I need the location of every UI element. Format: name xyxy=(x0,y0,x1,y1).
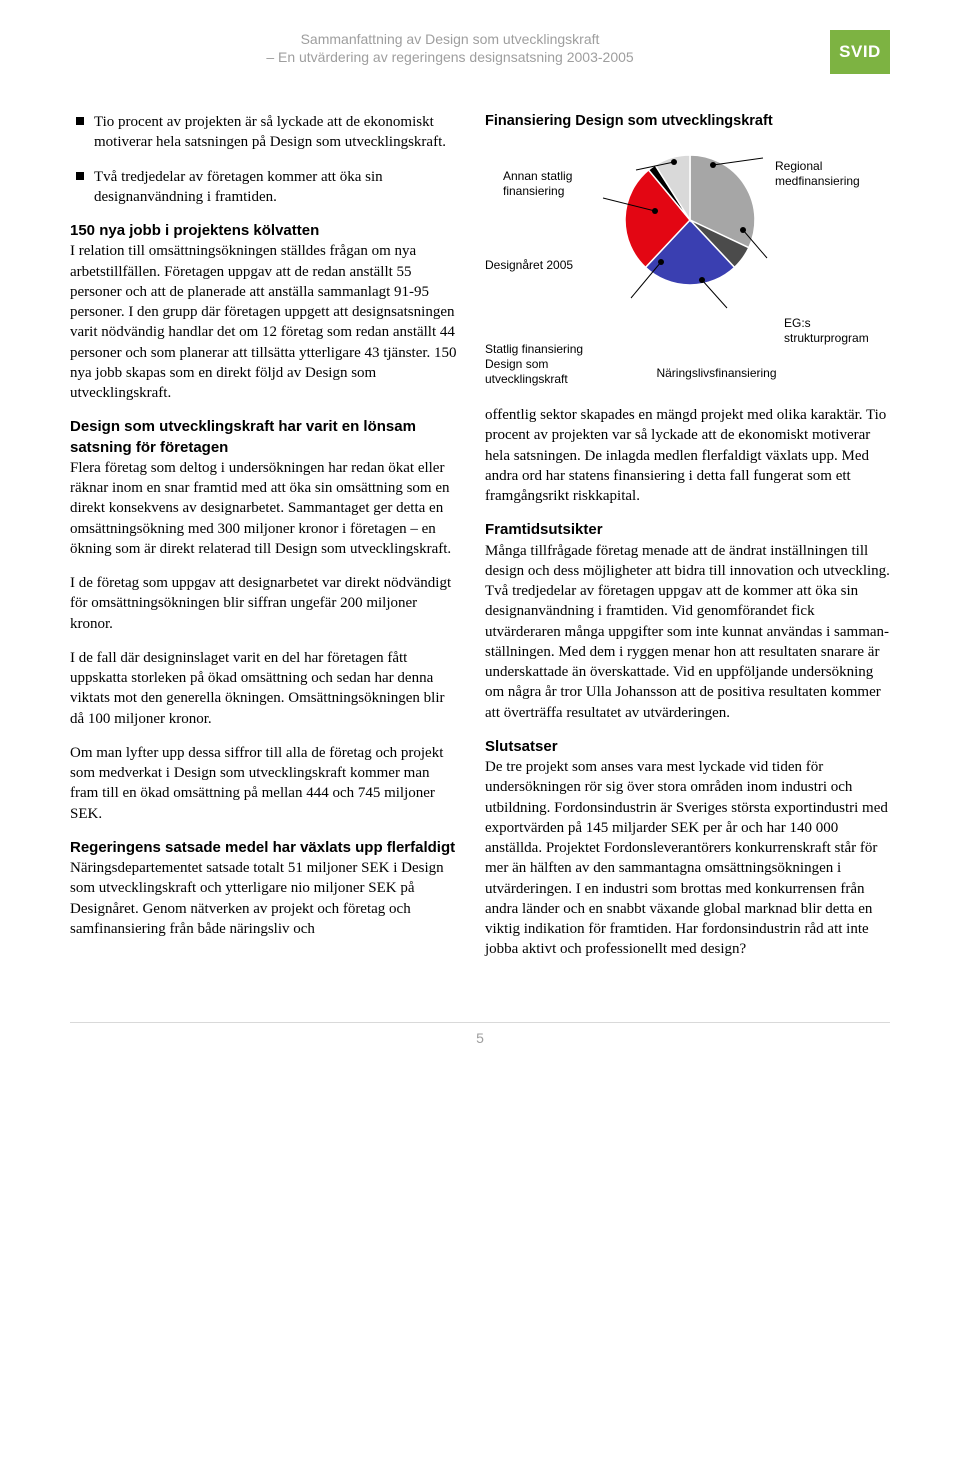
section-heading: Framtidsutsikter xyxy=(485,521,603,538)
paragraph: offentlig sektor skapades en mängd proje… xyxy=(485,405,890,506)
header-line1: Sammanfattning av Design som utvecklings… xyxy=(70,30,830,48)
paragraph: Slutsatser De tre projekt som anses vara… xyxy=(485,737,890,960)
left-column: Tio procent av projekten är så lyckade a… xyxy=(70,112,457,974)
leader-dot xyxy=(710,162,716,168)
right-column: Finansiering Design som utvecklingskraft… xyxy=(485,112,890,974)
bullet-item: Tio procent av projekten är så lyckade a… xyxy=(70,112,457,153)
chart-lower-labels: Statlig finansiering Design som utveckli… xyxy=(485,310,890,387)
logo-text: SVID xyxy=(839,41,881,64)
chart-upper-grid: Annan statlig finansiering Regional medf… xyxy=(485,140,890,310)
pie-svg xyxy=(595,140,775,310)
bullet-text: Två tredjedelar av företagen kommer att … xyxy=(94,167,457,208)
page-header: Sammanfattning av Design som utvecklings… xyxy=(70,30,890,74)
paragraph-body: I relation till omsättningsökningen stäl… xyxy=(70,243,457,401)
leader-dot xyxy=(740,227,746,233)
bullet-text: Tio procent av projekten är så lyckade a… xyxy=(94,112,457,153)
leader-dot xyxy=(652,208,658,214)
leader-dot xyxy=(699,277,705,283)
paragraph: Regeringens satsade medel har växlats up… xyxy=(70,838,457,939)
chart-label-designaret: Designåret 2005 xyxy=(485,258,595,273)
chart-label-naringsliv: Näringslivsfinansiering xyxy=(599,316,784,387)
page-number: 5 xyxy=(476,1030,484,1046)
page-footer: 5 xyxy=(70,1022,890,1048)
section-heading: Regeringens satsade medel har växlats up… xyxy=(70,839,455,856)
paragraph-body: Flera företag som deltog i undersökninge… xyxy=(70,460,451,557)
financing-pie-chart: Finansiering Design som utvecklingskraft… xyxy=(485,112,890,387)
bullet-item: Två tredjedelar av företagen kommer att … xyxy=(70,167,457,208)
leader-line xyxy=(713,158,763,165)
section-heading: 150 nya jobb i projektens kölvatten xyxy=(70,222,319,239)
paragraph: Framtidsutsikter Många tillfrågade föret… xyxy=(485,520,890,723)
paragraph: Design som utvecklingskraft har varit en… xyxy=(70,417,457,559)
chart-label-statlig: Statlig finansiering Design som utveckli… xyxy=(485,316,599,387)
paragraph-body: Många tillfrågade företag menade att de … xyxy=(485,543,890,721)
paragraph-body: De tre projekt som anses vara mest lycka… xyxy=(485,759,888,957)
leader-dot xyxy=(658,259,664,265)
paragraph-body: Näringsdepartementet satsade totalt 51 m… xyxy=(70,860,444,937)
leader-dot xyxy=(671,159,677,165)
header-subtitle: Sammanfattning av Design som utvecklings… xyxy=(70,30,830,66)
chart-title: Finansiering Design som utvecklingskraft xyxy=(485,112,890,130)
paragraph: 150 nya jobb i projektens kölvatten I re… xyxy=(70,221,457,403)
section-heading: Design som utvecklingskraft har varit en… xyxy=(70,418,416,455)
paragraph: Om man lyfter upp dessa siffror till all… xyxy=(70,743,457,824)
chart-label-regional: Regional medfinansiering xyxy=(775,159,885,239)
square-bullet-icon xyxy=(76,172,84,180)
square-bullet-icon xyxy=(76,117,84,125)
two-column-layout: Tio procent av projekten är så lyckade a… xyxy=(70,112,890,974)
chart-label-annan-statlig: Annan statlig finansiering xyxy=(485,169,595,229)
header-line2: – En utvärdering av regeringens designsa… xyxy=(70,48,830,66)
leader-line xyxy=(702,280,727,308)
svid-logo: SVID xyxy=(830,30,890,74)
chart-label-eg: EG:s strukturprogram xyxy=(784,316,890,387)
paragraph: I de fall där designinslaget varit en de… xyxy=(70,648,457,729)
pie-container xyxy=(595,140,775,310)
paragraph: I de företag som uppgav att designarbete… xyxy=(70,573,457,634)
section-heading: Slutsatser xyxy=(485,738,558,755)
